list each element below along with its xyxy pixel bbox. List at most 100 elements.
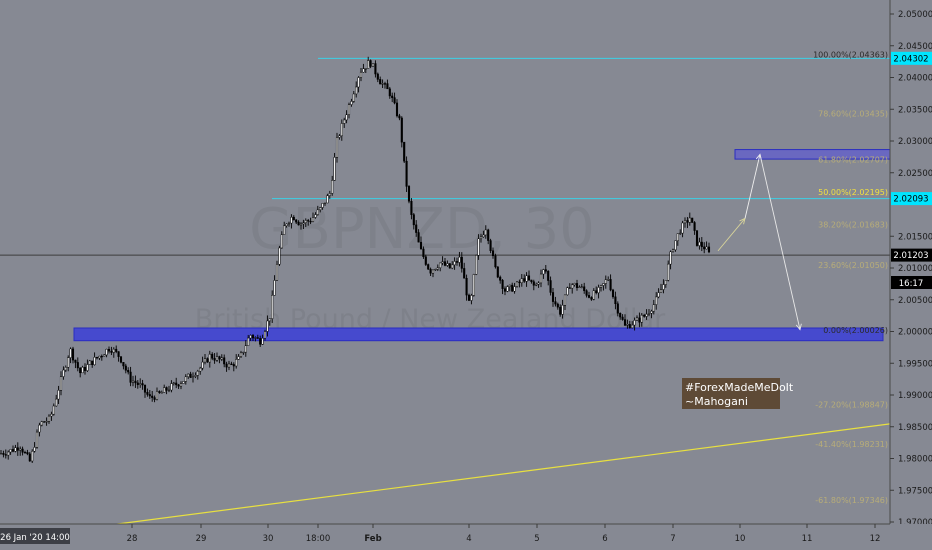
time-axis[interactable] [0,523,932,550]
candle-body [52,405,55,415]
candle-body [422,248,425,257]
candle-body [434,268,437,271]
candle-body [345,114,348,121]
price-label-text: 2.04302 [893,54,928,64]
candle-body [556,303,559,308]
candle-body [230,363,233,365]
candle-body [263,331,267,339]
candle-body [95,356,99,359]
candle-body [167,389,171,392]
candle-body [506,286,509,292]
candle-body [350,101,353,105]
price-label-box [891,192,932,206]
candle-body [695,230,699,246]
candle-body [700,241,703,248]
fib-level-label: 38.20%(2.01683) [818,221,888,230]
time-tick-label: 10 [735,534,746,544]
candle-body [604,279,607,284]
candle-body [575,283,579,288]
candle-body [189,373,192,378]
candle-body [415,224,418,233]
candle-body [424,256,427,265]
candle-body [299,223,303,226]
candle-body [215,356,219,361]
candle-body [335,137,339,158]
candle-body [115,348,118,352]
candle-body [580,286,583,288]
candle-body [554,301,557,305]
price-ticks: 2.05000 2.04500 2.04000 2.03500 2.03000 2.025… [890,10,932,528]
candle-body [657,292,660,298]
candle-body [520,278,523,284]
zone-layer[interactable] [73,149,892,342]
candle-body [271,295,274,319]
candle-body [479,236,483,240]
candle-body [501,280,504,289]
candle-body [43,421,46,423]
candle-body [333,157,336,181]
candle-body [441,261,444,264]
support-zone[interactable] [73,327,884,342]
candle-body [355,86,358,95]
fibonacci-layer[interactable]: 100.00%(2.04363) 78.60%(2.03435) 61.80%(2.… [813,50,888,505]
candle-body [177,384,180,387]
candle-body [650,310,653,314]
price-tick-label: 1.98000 [898,455,932,465]
candle-body [28,453,31,462]
candle-body [455,261,459,263]
candle-body [278,247,281,265]
trendline-layer[interactable] [107,423,891,526]
fib-level-label: -41.40%(1.98231) [815,440,888,449]
candle-body [482,234,485,238]
candle-body [583,286,586,291]
candle-body [112,348,115,353]
level-layer[interactable] [0,57,890,256]
candle-body [391,95,394,98]
projection-segment[interactable] [744,154,761,219]
candle-body [175,382,178,386]
candle-body [398,115,401,119]
candle-body [122,362,125,367]
candle-body [232,364,235,367]
candle-body [655,296,658,305]
candle-body [62,369,65,377]
candle-body [244,345,247,353]
candle-body [139,383,142,385]
ascending-trendline[interactable] [107,423,891,526]
candle-body [314,214,317,218]
candle-body [590,297,593,300]
candle-body [400,117,403,143]
projection-segment[interactable] [759,154,801,330]
candle-body [595,290,598,294]
price-axis-background[interactable] [890,0,932,550]
candle-body [302,222,305,225]
candle-body [237,356,240,360]
projection-layer[interactable] [717,153,802,331]
candle-body [273,280,276,296]
candle-body [179,383,183,387]
candle-body [386,83,389,90]
candle-body [427,264,430,270]
annotation-note[interactable]: #ForexMadeMeDoIt ~Mahogani [682,378,794,409]
candle-body [563,294,567,306]
projection-segment[interactable] [717,218,746,252]
candle-body [184,376,187,382]
candle-body [340,123,343,137]
time-axis-background[interactable] [0,524,932,550]
candle-body [664,280,667,285]
candle-body [227,363,231,368]
time-tick-label: 30 [263,534,274,544]
candle-body [547,270,550,281]
candle-body [242,351,245,354]
price-tick-label: 1.98500 [898,423,932,433]
candle-body [141,383,144,386]
candle-body [191,376,195,378]
countdown-text: 16:17 [899,279,924,289]
plot-background [0,0,890,550]
annotation-box[interactable] [682,378,780,409]
price-axis[interactable] [889,0,932,550]
time-tick-label: 5 [534,534,539,544]
price-tick-label: 2.04000 [898,74,932,84]
annotation-line-2: ~Mahogani [685,395,748,408]
